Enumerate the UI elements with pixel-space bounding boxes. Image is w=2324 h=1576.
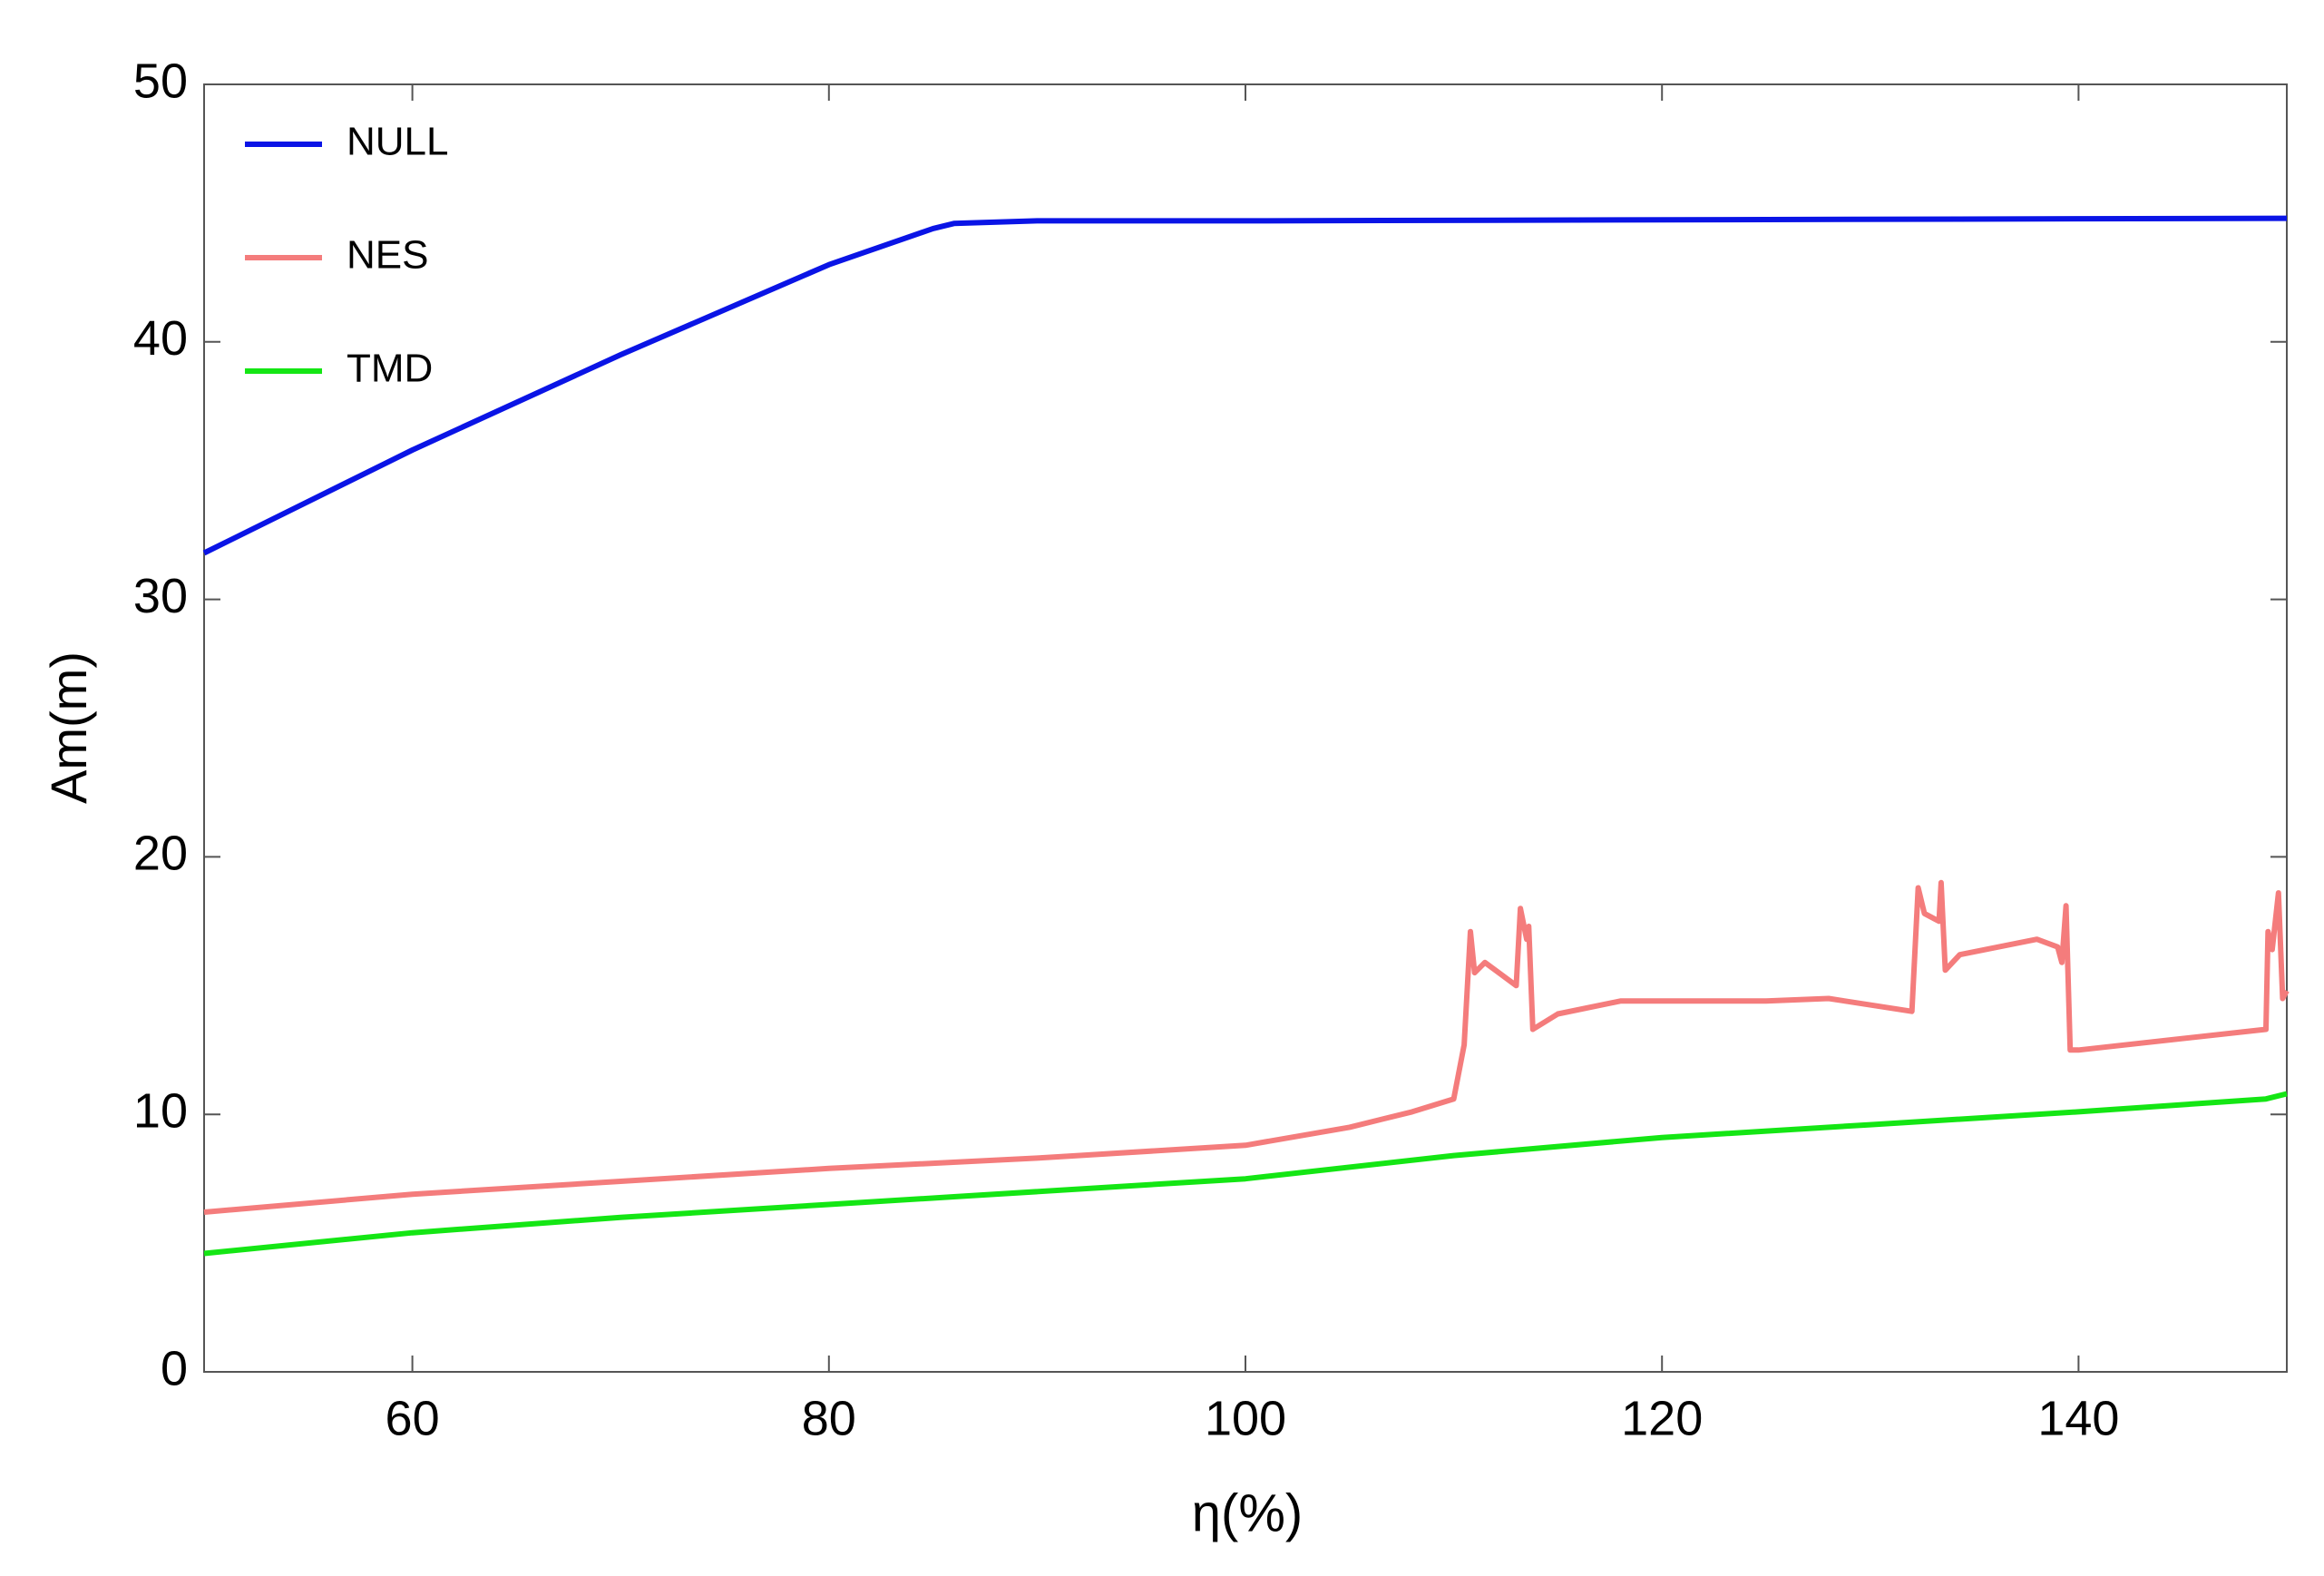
line-series [203, 1091, 2288, 1257]
y-tick-label: 20 [133, 827, 188, 881]
x-tick-label: 80 [802, 1391, 856, 1445]
legend-label: NES [347, 233, 428, 278]
y-tick-label: 30 [133, 569, 188, 623]
y-tick-label: 10 [133, 1083, 188, 1138]
line-series [203, 879, 2290, 1215]
x-tick-label: 120 [1621, 1391, 1703, 1445]
x-tick-label: 60 [386, 1391, 440, 1445]
x-tick-label: 100 [1205, 1391, 1286, 1445]
legend-label: NULL [347, 120, 449, 164]
y-tick-label: 0 [161, 1341, 188, 1395]
legend-label: TMD [347, 347, 433, 391]
y-axis-label: Am(m) [40, 651, 97, 804]
y-tick-label: 50 [133, 54, 188, 108]
x-axis-label: η(%) [1192, 1483, 1303, 1542]
line-series [202, 215, 2288, 556]
x-tick-label: 140 [2037, 1391, 2119, 1445]
y-tick-label: 40 [133, 311, 188, 366]
